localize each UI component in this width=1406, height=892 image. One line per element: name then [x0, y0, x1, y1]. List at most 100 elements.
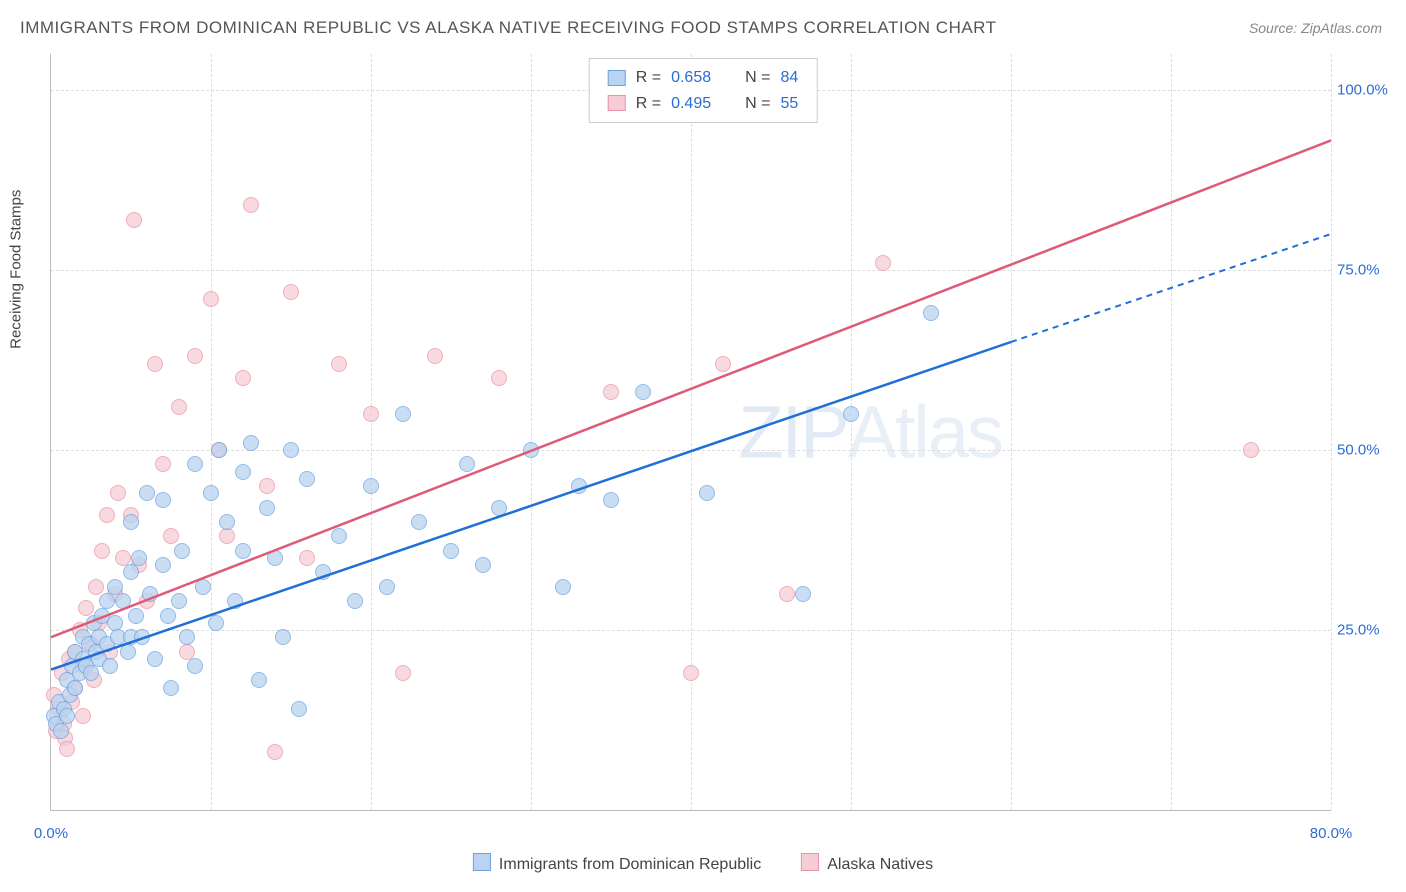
data-point [331, 528, 347, 544]
y-axis-label: Receiving Food Stamps [8, 190, 25, 349]
legend-r-label: R = [636, 91, 661, 117]
x-tick-label: 80.0% [1310, 825, 1353, 842]
gridline-vertical [851, 54, 852, 810]
gridline-vertical [691, 54, 692, 810]
legend-n-value: 84 [780, 65, 798, 91]
data-point [171, 593, 187, 609]
data-point [155, 557, 171, 573]
legend-r-value: 0.658 [671, 65, 711, 91]
y-tick-label: 50.0% [1337, 442, 1405, 459]
data-point [59, 741, 75, 757]
data-point [179, 629, 195, 645]
data-point [427, 348, 443, 364]
data-point [267, 550, 283, 566]
data-point [174, 543, 190, 559]
data-point [123, 514, 139, 530]
legend-swatch [608, 95, 626, 111]
gridline-vertical [1171, 54, 1172, 810]
data-point [259, 478, 275, 494]
source-attribution: Source: ZipAtlas.com [1249, 20, 1382, 36]
data-point [283, 284, 299, 300]
data-point [235, 464, 251, 480]
gridline-vertical [371, 54, 372, 810]
data-point [1243, 442, 1259, 458]
data-point [208, 615, 224, 631]
data-point [160, 608, 176, 624]
data-point [59, 708, 75, 724]
data-point [131, 550, 147, 566]
data-point [203, 485, 219, 501]
data-point [163, 528, 179, 544]
data-point [291, 701, 307, 717]
data-point [267, 744, 283, 760]
legend-row: R = 0.658N = 84 [608, 65, 799, 91]
data-point [275, 629, 291, 645]
legend-swatch [801, 853, 819, 871]
data-point [235, 543, 251, 559]
gridline-vertical [1331, 54, 1332, 810]
data-point [443, 543, 459, 559]
data-point [555, 579, 571, 595]
data-point [715, 356, 731, 372]
data-point [187, 348, 203, 364]
data-point [102, 658, 118, 674]
data-point [603, 492, 619, 508]
data-point [219, 528, 235, 544]
data-point [147, 356, 163, 372]
y-tick-label: 100.0% [1337, 82, 1405, 99]
data-point [571, 478, 587, 494]
data-point [107, 615, 123, 631]
legend-swatch [608, 70, 626, 86]
data-point [126, 212, 142, 228]
watermark: ZIPAtlas [738, 390, 1002, 475]
data-point [139, 485, 155, 501]
data-point [299, 471, 315, 487]
data-point [94, 543, 110, 559]
data-point [635, 384, 651, 400]
legend-item: Immigrants from Dominican Republic [473, 853, 761, 874]
data-point [299, 550, 315, 566]
scatter-plot-area: ZIPAtlas 25.0%50.0%75.0%100.0%0.0%80.0% [50, 54, 1331, 811]
gridline-vertical [531, 54, 532, 810]
data-point [699, 485, 715, 501]
data-point [795, 586, 811, 602]
data-point [491, 370, 507, 386]
data-point [187, 456, 203, 472]
data-point [147, 651, 163, 667]
data-point [163, 680, 179, 696]
data-point [99, 507, 115, 523]
data-point [171, 399, 187, 415]
data-point [123, 564, 139, 580]
data-point [363, 478, 379, 494]
legend-label: Alaska Natives [827, 856, 933, 873]
data-point [843, 406, 859, 422]
legend-n-label: N = [745, 65, 770, 91]
legend-label: Immigrants from Dominican Republic [499, 856, 761, 873]
legend-item: Alaska Natives [801, 853, 933, 874]
data-point [331, 356, 347, 372]
data-point [491, 500, 507, 516]
data-point [603, 384, 619, 400]
data-point [395, 406, 411, 422]
correlation-legend: R = 0.658N = 84R = 0.495N = 55 [589, 58, 818, 123]
data-point [195, 579, 211, 595]
data-point [347, 593, 363, 609]
data-point [235, 370, 251, 386]
x-tick-label: 0.0% [34, 825, 68, 842]
data-point [75, 708, 91, 724]
data-point [219, 514, 235, 530]
data-point [379, 579, 395, 595]
gridline-vertical [211, 54, 212, 810]
data-point [227, 593, 243, 609]
data-point [155, 456, 171, 472]
legend-n-label: N = [745, 91, 770, 117]
data-point [523, 442, 539, 458]
gridline-vertical [1011, 54, 1012, 810]
data-point [395, 665, 411, 681]
y-tick-label: 75.0% [1337, 262, 1405, 279]
series-legend: Immigrants from Dominican Republic Alaska… [473, 853, 933, 874]
data-point [259, 500, 275, 516]
data-point [243, 197, 259, 213]
chart-title: IMMIGRANTS FROM DOMINICAN REPUBLIC VS AL… [20, 18, 997, 38]
data-point [683, 665, 699, 681]
